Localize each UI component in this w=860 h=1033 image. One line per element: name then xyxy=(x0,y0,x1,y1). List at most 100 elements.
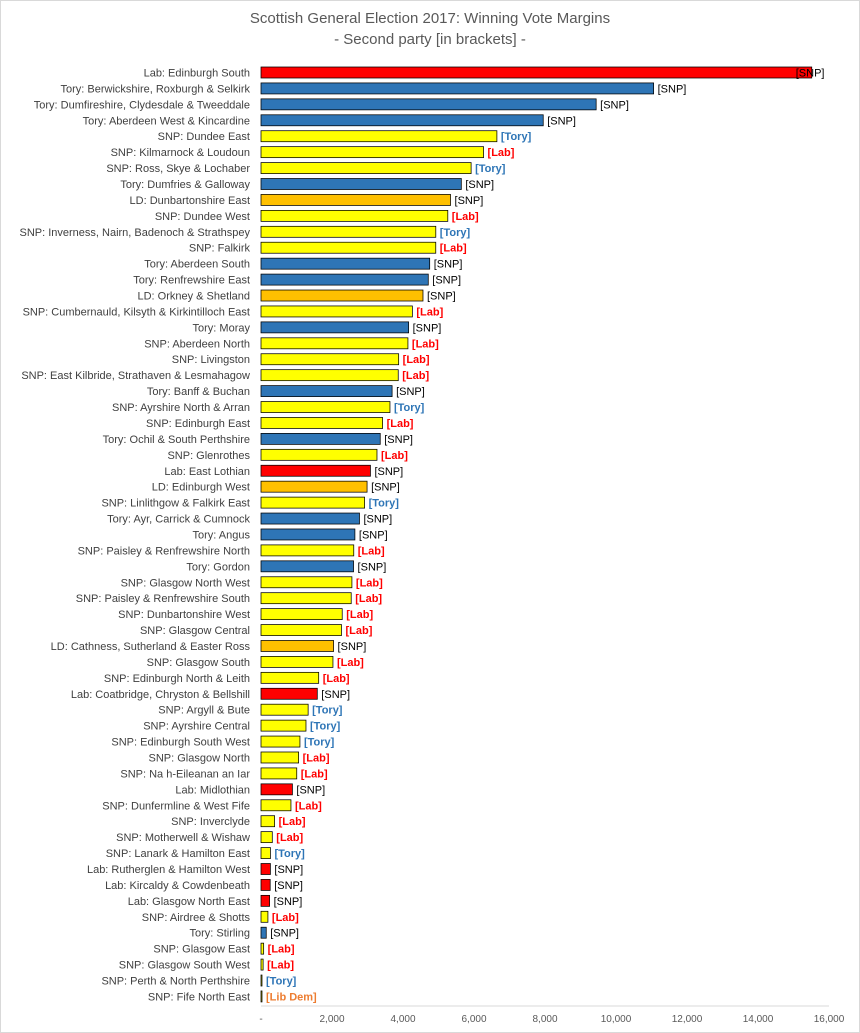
bar xyxy=(260,608,343,620)
bar xyxy=(260,385,393,397)
category-label: SNP: Airdree & Shotts xyxy=(142,912,251,924)
category-label: Lab: East Lothian xyxy=(164,466,250,478)
data-label: [SNP] xyxy=(274,880,303,892)
bar xyxy=(260,894,270,907)
category-label: SNP: Motherwell & Wishaw xyxy=(116,832,250,844)
category-label: Tory: Dumfries & Galloway xyxy=(120,179,250,191)
category-label: LD: Cathness, Sutherland & Easter Ross xyxy=(51,641,251,653)
category-label: Tory: Dumfireshire, Clydesdale & Tweedda… xyxy=(34,99,250,111)
category-label: SNP: Paisley & Renfrewshire North xyxy=(78,545,250,557)
data-label: [SNP] xyxy=(600,99,629,111)
data-label: [Lab] xyxy=(402,370,429,382)
data-label: [SNP] xyxy=(434,259,463,271)
data-label: [Lab] xyxy=(323,673,350,685)
category-label: Tory: Banff & Buchan xyxy=(147,386,250,398)
bar xyxy=(260,82,655,95)
bar xyxy=(260,289,424,302)
data-label: [Lab] xyxy=(301,768,328,780)
bar xyxy=(260,305,413,318)
data-label: [Lab] xyxy=(358,545,385,557)
category-label: SNP: Glasgow North West xyxy=(121,577,250,589)
data-label: [SNP] xyxy=(338,641,367,653)
data-label: [SNP] xyxy=(321,689,350,701)
bar xyxy=(260,703,309,716)
category-label: SNP: Dundee West xyxy=(155,211,250,223)
data-label: [SNP] xyxy=(371,482,400,494)
data-label: [SNP] xyxy=(296,784,325,796)
category-label: SNP: East Kilbride, Strathaven & Lesmaha… xyxy=(21,370,250,382)
category-label: SNP: Edinburgh North & Leith xyxy=(104,673,250,685)
bar xyxy=(260,448,378,461)
category-label: SNP: Aberdeen North xyxy=(144,338,250,350)
data-labels: [SNP] [SNP] [SNP] [SNP] [Tory] [Lab] [Tory] [SN… xyxy=(266,68,824,1004)
category-label: SNP: Paisley & Renfrewshire South xyxy=(76,593,250,605)
bar xyxy=(260,241,437,254)
bar xyxy=(260,496,365,509)
bar xyxy=(260,512,360,525)
bar xyxy=(260,799,292,812)
bar xyxy=(260,847,271,859)
data-label: [Tory] xyxy=(440,227,471,239)
bar xyxy=(260,624,342,636)
category-label: Lab: Edinburgh South xyxy=(144,68,250,80)
category-label: SNP: Edinburgh East xyxy=(146,418,250,430)
bar xyxy=(260,735,301,748)
x-tick-label: 4,000 xyxy=(390,1014,415,1025)
data-label: [Lab] xyxy=(295,800,322,812)
data-label: [Lab] xyxy=(303,752,330,764)
category-label: SNP: Lanark & Hamilton East xyxy=(106,848,250,860)
bar xyxy=(260,640,334,652)
category-label: SNP: Glenrothes xyxy=(167,450,250,462)
bar xyxy=(260,98,597,111)
bar xyxy=(260,719,307,732)
data-label: [Lab] xyxy=(279,816,306,828)
category-label: Tory: Gordon xyxy=(186,561,250,573)
bar xyxy=(260,321,410,334)
category-label: SNP: Linlithgow & Falkirk East xyxy=(101,498,250,510)
category-label: SNP: Glasgow Central xyxy=(140,625,250,637)
bar xyxy=(260,464,371,477)
category-label: Tory: Berwickshire, Roxburgh & Selkirk xyxy=(60,83,250,95)
data-label: [Tory] xyxy=(310,721,341,733)
category-label: Tory: Ochil & South Perthshire xyxy=(103,434,250,446)
data-label: [Tory] xyxy=(312,705,343,717)
bar xyxy=(260,433,381,445)
bar xyxy=(260,958,264,971)
data-label: [Lab] xyxy=(267,960,294,972)
bar xyxy=(260,863,271,875)
data-label: [SNP] xyxy=(274,864,303,876)
data-label: [SNP] xyxy=(270,928,299,940)
x-tick-label: 16,000 xyxy=(814,1014,845,1025)
category-label: SNP: Livingston xyxy=(172,354,250,366)
category-label: SNP: Cumbernauld, Kilsyth & Kirkintilloc… xyxy=(23,306,250,318)
bar xyxy=(260,369,399,382)
data-label: [SNP] xyxy=(384,434,413,446)
category-label: SNP: Ayrshire North & Arran xyxy=(112,402,250,414)
bar xyxy=(260,990,263,1003)
category-label: Lab: Glasgow North East xyxy=(128,896,250,908)
data-label: [Lab] xyxy=(412,338,439,350)
data-label: [Lab] xyxy=(276,832,303,844)
bar xyxy=(260,942,265,955)
data-label: [SNP] xyxy=(374,466,403,478)
data-label: [Lab] xyxy=(452,211,479,223)
data-label: [SNP] xyxy=(547,115,576,127)
category-labels: Lab: Edinburgh South Tory: Berwickshire, … xyxy=(19,68,250,1004)
data-label: [Tory] xyxy=(274,848,305,860)
bar xyxy=(260,209,449,222)
bar xyxy=(260,974,263,987)
x-tick-label: 2,000 xyxy=(319,1014,344,1025)
category-label: SNP: Inverclyde xyxy=(171,816,250,828)
bar xyxy=(260,910,269,923)
category-label: LD: Orkney & Shetland xyxy=(137,291,250,303)
data-label: [SNP] xyxy=(274,896,303,908)
category-label: SNP: Fife North East xyxy=(148,991,250,1003)
bar xyxy=(260,194,451,206)
bar xyxy=(260,687,318,700)
x-tick-label: 6,000 xyxy=(461,1014,486,1025)
data-label: [Lab] xyxy=(488,147,515,159)
category-label: SNP: Glasgow South West xyxy=(119,960,250,972)
bar xyxy=(260,592,352,605)
bar xyxy=(260,353,400,366)
category-label: SNP: Edinburgh South West xyxy=(111,737,250,749)
